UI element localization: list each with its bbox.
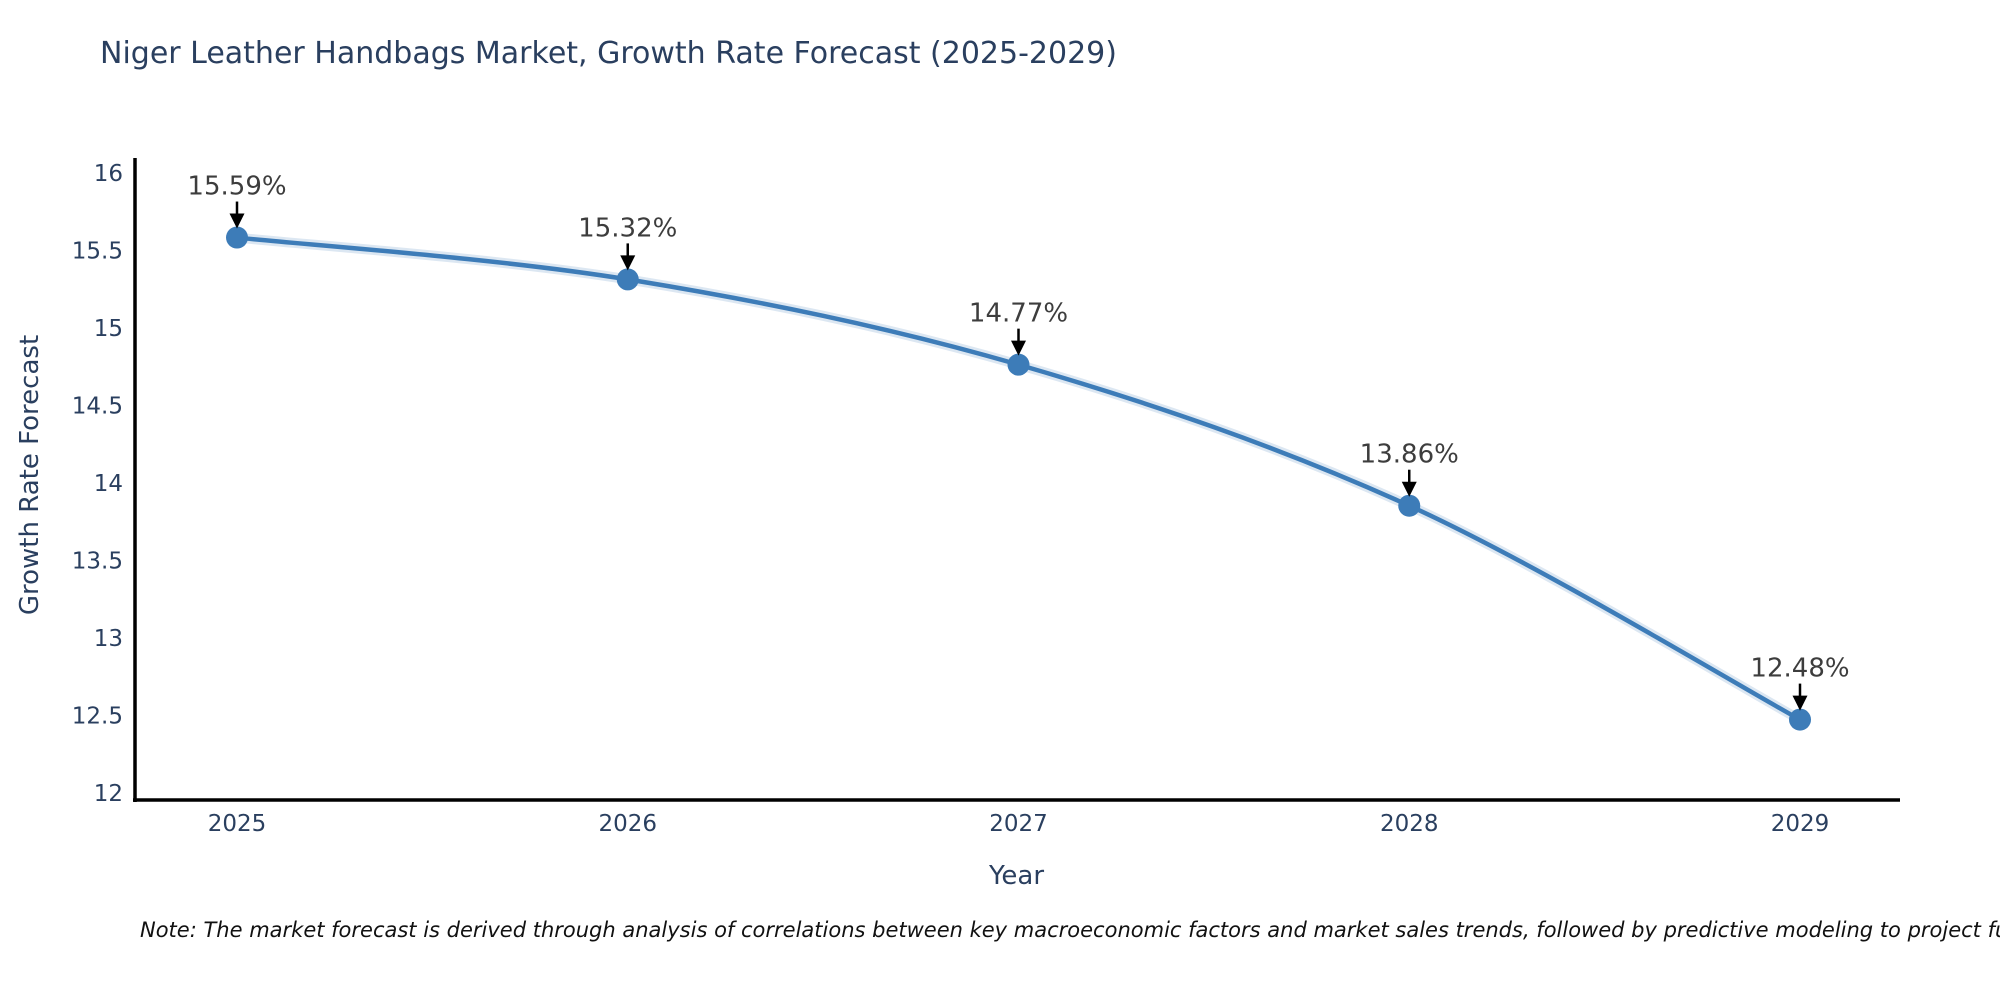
y-tick-label: 13 bbox=[94, 626, 123, 652]
annotation-arrowhead-icon bbox=[1011, 340, 1026, 356]
annotation-arrowhead-icon bbox=[1792, 695, 1808, 711]
annotation-arrowhead-icon bbox=[1401, 481, 1417, 497]
y-tick-label: 14 bbox=[94, 471, 123, 497]
annotation-label: 15.59% bbox=[187, 172, 286, 202]
annotation-label: 14.77% bbox=[969, 299, 1068, 329]
data-point-marker bbox=[226, 226, 248, 249]
point-annotation: 12.48% bbox=[1750, 654, 1850, 711]
annotation-arrowhead-icon bbox=[229, 213, 245, 229]
y-axis-title: Growth Rate Forecast bbox=[15, 335, 45, 615]
y-tick-label: 15.5 bbox=[72, 239, 123, 265]
x-tick-label: 2026 bbox=[598, 811, 657, 837]
point-annotation: 13.86% bbox=[1360, 440, 1459, 497]
chart-footnote: Note: The market forecast is derived thr… bbox=[140, 918, 2000, 942]
point-annotation: 15.32% bbox=[578, 213, 677, 271]
x-tick-label: 2028 bbox=[1380, 811, 1439, 837]
y-tick-label: 15 bbox=[94, 316, 123, 342]
y-tick-label: 13.5 bbox=[72, 549, 123, 575]
annotation-label: 13.86% bbox=[1360, 440, 1459, 470]
point-annotation: 15.59% bbox=[187, 172, 287, 229]
data-point-marker bbox=[1007, 353, 1030, 376]
chart-title: Niger Leather Handbags Market, Growth Ra… bbox=[100, 36, 1117, 71]
point-annotation: 14.77% bbox=[969, 299, 1068, 356]
y-tick-label: 12 bbox=[94, 781, 123, 807]
x-tick-label: 2029 bbox=[1771, 811, 1830, 837]
data-point-marker bbox=[616, 268, 639, 291]
annotation-arrowhead-icon bbox=[620, 255, 636, 271]
data-point-marker bbox=[1398, 494, 1421, 517]
y-tick-label: 12.5 bbox=[72, 704, 123, 730]
data-point-marker bbox=[1789, 708, 1811, 731]
x-axis-title: Year bbox=[988, 861, 1044, 891]
annotation-label: 15.32% bbox=[578, 213, 677, 243]
y-tick-label: 16 bbox=[94, 161, 123, 187]
y-tick-label: 14.5 bbox=[72, 394, 123, 420]
x-tick-label: 2025 bbox=[208, 811, 267, 837]
annotation-label: 12.48% bbox=[1750, 654, 1849, 684]
x-tick-label: 2027 bbox=[989, 811, 1048, 837]
